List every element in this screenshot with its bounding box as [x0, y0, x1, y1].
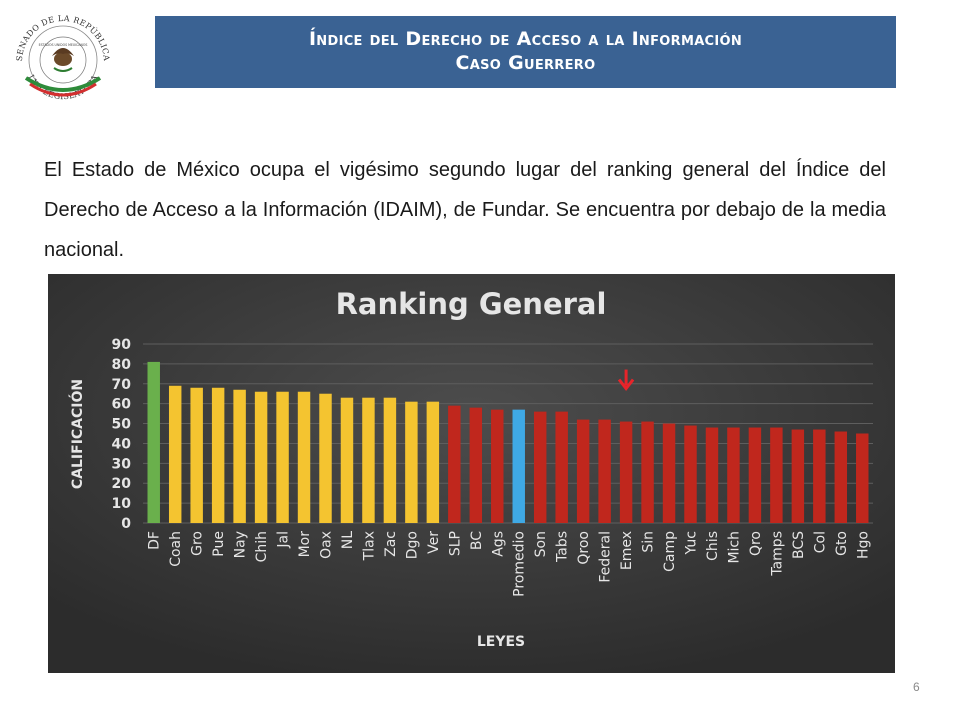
- bar-nl: [340, 397, 354, 523]
- x-tick-label: Mor: [297, 531, 313, 558]
- x-tick-label: Gro: [190, 531, 206, 556]
- down-arrow-icon: [617, 369, 635, 392]
- x-tick-label: Mich: [726, 531, 742, 564]
- bar-ver: [426, 401, 440, 523]
- y-axis-label: CALIFICACIÓN: [68, 379, 86, 489]
- title-line-1: Índice del Derecho de Acceso a la Inform…: [308, 28, 743, 50]
- bar-chis: [705, 427, 719, 523]
- bar-hgo: [856, 433, 869, 523]
- bar-mich: [727, 427, 740, 523]
- y-tick-label: 80: [112, 357, 132, 373]
- y-tick-label: 10: [112, 496, 132, 512]
- y-tick-label: 30: [112, 456, 132, 472]
- bar-gro: [190, 387, 203, 523]
- x-tick-label: Qro: [748, 531, 764, 556]
- bar-jal: [276, 391, 289, 523]
- bar-promedio: [512, 409, 525, 523]
- body-paragraph: El Estado de México ocupa el vigésimo se…: [44, 159, 886, 261]
- bar-mor: [297, 391, 311, 523]
- y-tick-label: 50: [112, 417, 132, 433]
- bar-federal: [598, 419, 611, 523]
- bar-sin: [641, 421, 654, 523]
- y-tick-label: 0: [121, 516, 131, 532]
- chart-container: Ranking General CALIFICACIÓN LEYES 0 10 20…: [48, 274, 895, 673]
- bar-dgo: [405, 401, 418, 523]
- x-tick-label: Son: [533, 531, 549, 557]
- bar-son: [533, 411, 547, 523]
- x-tick-label: Emex: [619, 531, 635, 570]
- bar-tamps: [770, 427, 783, 523]
- x-tick-label: Yuc: [684, 531, 700, 556]
- x-tick-label: Federal: [598, 531, 614, 583]
- bar-zac: [383, 397, 397, 523]
- x-tick-label: Chis: [705, 531, 721, 561]
- title-line-2: Caso Guerrero: [455, 52, 596, 74]
- bar-camp: [662, 423, 676, 523]
- x-tick-label: Jal: [276, 531, 292, 549]
- x-tick-label: Sin: [641, 531, 657, 553]
- x-tick-label: NL: [340, 531, 356, 549]
- bar-oax: [319, 393, 332, 523]
- y-tick-label: 90: [112, 337, 132, 353]
- x-axis-label: LEYES: [477, 634, 525, 650]
- x-tick-label: Dgo: [404, 531, 420, 559]
- bar-col: [813, 429, 826, 523]
- bar-bc: [469, 407, 483, 523]
- x-tick-label: Qroo: [576, 531, 592, 565]
- seal-text: ESTADOS UNIDOS MEXICANOS: [39, 43, 88, 47]
- chart-title: Ranking General: [336, 287, 607, 321]
- y-tick-label: 40: [112, 436, 132, 452]
- x-tick-label: Tlax: [361, 531, 377, 561]
- x-tick-label: Col: [812, 531, 828, 553]
- x-tick-label: Coah: [168, 531, 184, 567]
- x-tick-label: Chih: [254, 531, 270, 562]
- x-tick-label: Promedio: [512, 531, 528, 597]
- x-tick-label: Hgo: [855, 531, 871, 559]
- y-tick-label: 20: [112, 476, 132, 492]
- x-tick-label: Gto: [834, 531, 850, 556]
- bar-yuc: [684, 425, 697, 523]
- bar-qroo: [576, 419, 590, 523]
- x-tick-label: BC: [469, 531, 485, 550]
- bar-chih: [254, 391, 268, 523]
- bar-df: [147, 361, 160, 523]
- bar-pue: [211, 387, 225, 523]
- bar-slp: [448, 405, 461, 523]
- x-tick-label: Ags: [490, 531, 506, 557]
- bar-tabs: [555, 411, 568, 523]
- page-number: 6: [913, 680, 920, 694]
- x-tick-label: Tamps: [769, 531, 785, 577]
- x-tick-label: SLP: [447, 531, 463, 556]
- x-tick-label: Zac: [383, 531, 399, 557]
- bar-bcs: [791, 429, 805, 523]
- x-tick-label: Tabs: [555, 531, 571, 563]
- x-tick-label: Nay: [233, 531, 249, 558]
- bar-qro: [748, 427, 762, 523]
- x-tick-label: Ver: [426, 531, 442, 554]
- x-tick-label: Camp: [662, 531, 678, 572]
- bar-tlax: [362, 397, 375, 523]
- x-tick-label: BCS: [791, 531, 807, 559]
- x-tick-label: Oax: [319, 531, 335, 559]
- bar-coah: [168, 385, 182, 523]
- bar-nay: [233, 389, 246, 523]
- bar-ags: [491, 409, 504, 523]
- y-tick-label: 60: [112, 397, 132, 413]
- y-tick-label: 70: [112, 377, 132, 393]
- x-tick-label: Pue: [211, 531, 227, 557]
- bar-gto: [834, 431, 848, 523]
- ranking-chart: Ranking General CALIFICACIÓN LEYES 0 10 20…: [48, 274, 895, 673]
- title-banner: Índice del Derecho de Acceso a la Inform…: [155, 16, 896, 88]
- bar-emex: [619, 421, 633, 523]
- senado-logo: SENADO DE LA REPÚBLICA LXII LEGISLATURA …: [15, 14, 111, 101]
- x-tick-label: DF: [147, 531, 163, 550]
